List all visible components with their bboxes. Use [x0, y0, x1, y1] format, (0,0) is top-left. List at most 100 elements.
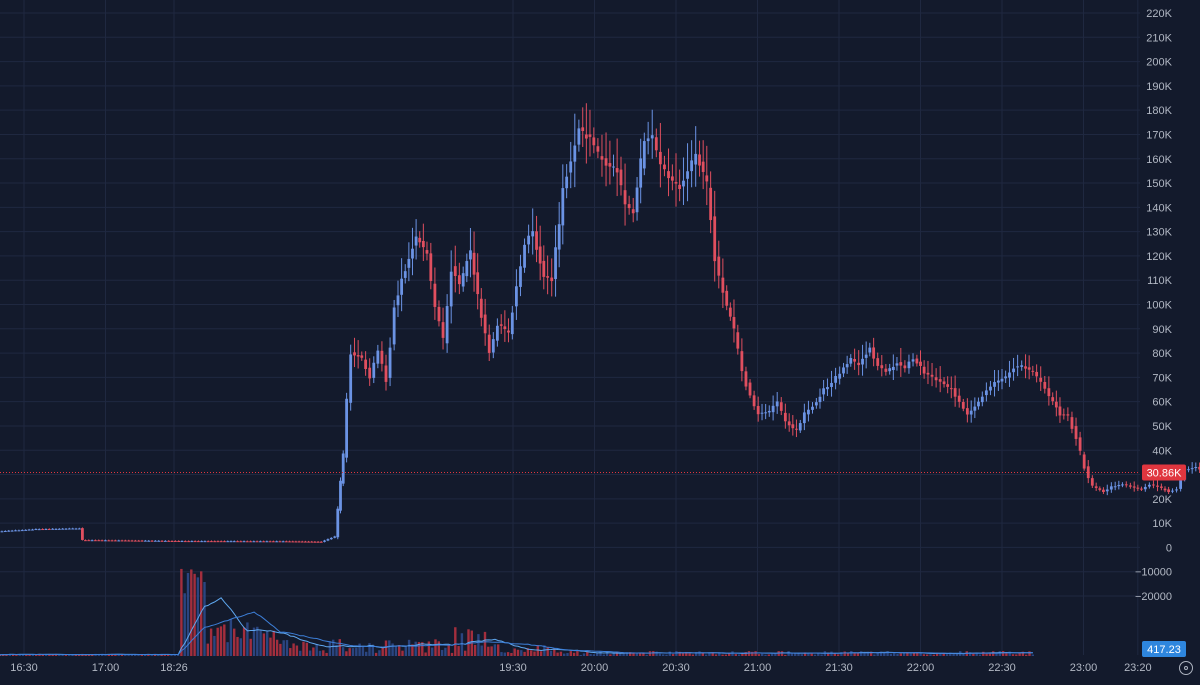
volume-bar — [899, 653, 902, 656]
volume-bar — [371, 644, 374, 656]
volume-bar — [698, 651, 701, 656]
candle-body — [87, 540, 91, 542]
volume-bar — [939, 653, 942, 656]
candle-body — [949, 388, 953, 390]
volume-bar — [41, 654, 44, 656]
volume-bar — [143, 654, 147, 656]
candle-body — [1171, 490, 1174, 492]
candle-body — [491, 339, 495, 353]
candle-body — [37, 529, 41, 531]
candle-body — [834, 376, 838, 383]
volume-bar — [681, 653, 685, 656]
candle-body — [392, 307, 396, 345]
volume-bar — [724, 654, 728, 656]
candle-body — [514, 286, 518, 307]
volume-bar — [404, 645, 407, 656]
volume-bar — [312, 647, 315, 656]
candle-body — [946, 384, 950, 387]
volume-bar — [1025, 654, 1028, 656]
candle-body — [926, 372, 930, 375]
candle-body — [284, 541, 288, 543]
volume-bar — [559, 651, 563, 656]
volume-bar — [635, 653, 638, 656]
candle-body — [584, 134, 588, 139]
volume-bar — [292, 643, 295, 656]
candle-body — [694, 153, 698, 165]
candle-body — [74, 528, 78, 530]
volume-bar — [282, 640, 285, 656]
candle-body — [117, 540, 121, 542]
volume-bar — [477, 634, 480, 656]
volume-bar — [582, 653, 586, 656]
volume-bar — [879, 651, 883, 656]
candle-body — [329, 537, 333, 540]
candle-body — [849, 358, 853, 364]
candle-body — [748, 382, 752, 396]
candle-body — [1152, 484, 1155, 486]
candle-body — [573, 145, 577, 162]
volume-bar — [1005, 653, 1008, 656]
candle-body — [472, 252, 476, 275]
volume-bar — [751, 651, 754, 656]
price-tick-label: 210K — [1146, 32, 1172, 44]
time-tick-label: 21:30 — [825, 662, 853, 674]
candle-body — [187, 541, 191, 543]
candle-body — [588, 134, 592, 137]
volume-bar — [117, 654, 120, 656]
candle-body — [104, 540, 107, 542]
volume-bar — [414, 641, 417, 656]
volume-bar — [516, 649, 520, 656]
candle-body — [1117, 484, 1121, 487]
candle-body — [170, 540, 174, 542]
volume-bar — [688, 653, 691, 656]
candle-body — [495, 325, 499, 341]
candle-body — [646, 138, 650, 142]
volume-bar — [876, 652, 879, 656]
volume-bar — [124, 654, 127, 656]
candle-body — [242, 541, 246, 543]
candle-body — [701, 161, 705, 172]
volume-bar — [332, 639, 335, 656]
volume-bar — [460, 633, 464, 656]
price-tick-label: 60K — [1152, 397, 1172, 409]
volume-bar — [54, 653, 58, 656]
candle-body — [400, 278, 404, 295]
candle-body — [631, 209, 635, 214]
candle-body — [163, 540, 167, 542]
time-tick-label: 20:00 — [581, 662, 609, 674]
candle-body — [842, 367, 845, 374]
volume-bar — [233, 628, 236, 656]
candle-body — [236, 541, 239, 543]
volume-bar — [381, 647, 384, 656]
volume-bar — [454, 627, 457, 656]
candle-body — [160, 540, 164, 542]
candle-body — [980, 396, 984, 403]
price-tick-label: 110K — [1147, 275, 1173, 287]
candle-body — [907, 361, 911, 369]
candle-body — [767, 410, 771, 413]
volume-bar — [576, 651, 579, 656]
volume-bar — [909, 653, 912, 656]
volume-bar — [226, 642, 229, 656]
volume-bar — [734, 654, 737, 656]
volume-bar — [530, 650, 533, 656]
volume-bar — [704, 654, 708, 656]
volume-bar — [239, 638, 242, 656]
candle-body — [20, 530, 24, 532]
candle-body — [969, 410, 973, 415]
candle-body — [90, 540, 94, 542]
volume-bar — [325, 652, 328, 656]
candle-body — [483, 314, 487, 334]
volume-bar — [411, 644, 414, 656]
volume-ma-short — [0, 597, 1033, 656]
volume-bar — [671, 654, 675, 656]
candle-body — [1047, 388, 1051, 397]
candle-body — [550, 277, 554, 282]
chart-settings-icon[interactable] — [1179, 661, 1193, 675]
candle-body — [407, 258, 411, 268]
volume-bar — [609, 654, 612, 656]
candle-body — [639, 158, 643, 188]
candle-body — [153, 540, 157, 542]
candle-body — [798, 423, 802, 431]
